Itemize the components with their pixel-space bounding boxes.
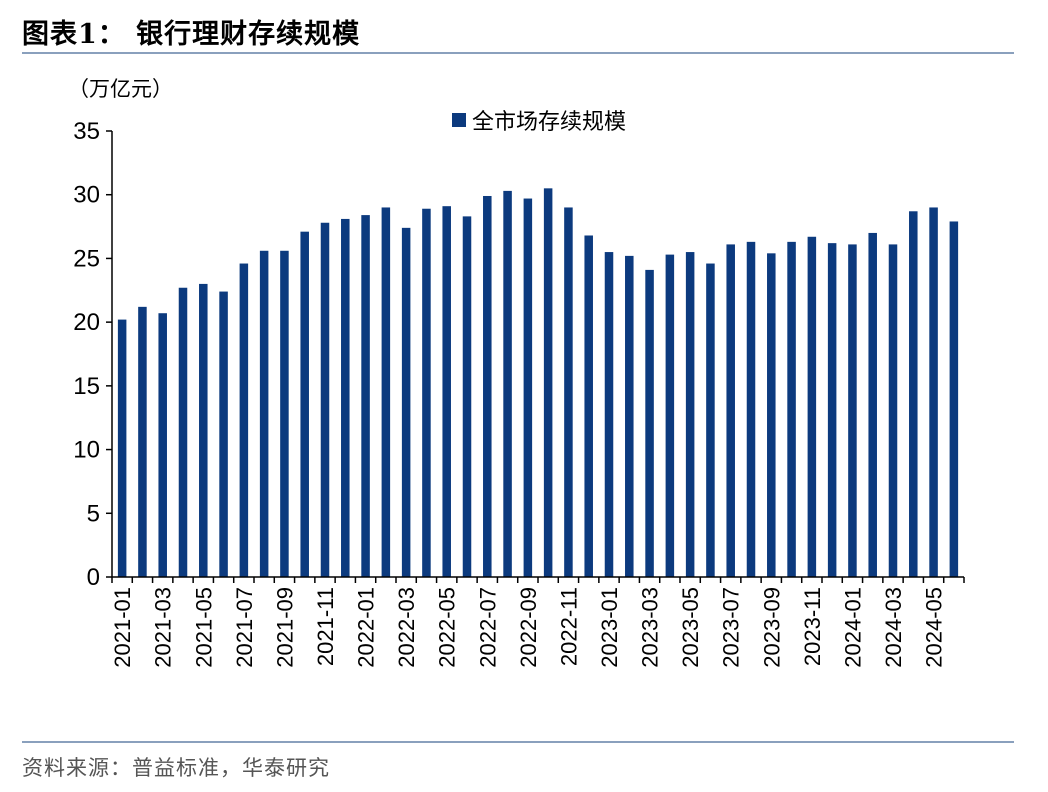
x-tick-label: 2024-03 [881, 587, 906, 668]
bar [401, 227, 411, 577]
x-tick-label: 2024-01 [840, 587, 865, 668]
bar [929, 207, 938, 577]
bar-chart: （万亿元） 全市场存续规模 0 5 10 15 20 25 30 35 2021-01 2021-… [68, 78, 965, 668]
bar [422, 208, 431, 578]
bar [584, 235, 593, 578]
bar [827, 243, 837, 577]
x-tick-label: 2022-05 [435, 587, 460, 668]
bar [868, 232, 877, 577]
x-tick-label: 2021-05 [191, 587, 216, 668]
x-tick-label: 2023-03 [638, 587, 663, 668]
bar [280, 250, 289, 577]
figure-title: 图表1： 银行理财存续规模 [22, 19, 361, 50]
bar [117, 319, 127, 577]
bar [239, 263, 249, 577]
bar [442, 206, 451, 577]
top-divider [22, 52, 1014, 54]
bar [199, 283, 208, 577]
legend-swatch [452, 113, 466, 127]
x-tick-label: 2023-01 [597, 587, 622, 668]
y-axis-unit-label: （万亿元） [68, 78, 173, 101]
x-tick-label: 2021-01 [110, 587, 135, 668]
bar [219, 291, 228, 577]
bar [503, 190, 512, 577]
x-tick-label: 2021-11 [313, 587, 338, 666]
bar [665, 254, 675, 578]
bar [158, 313, 167, 577]
y-tick-label: 30 [73, 182, 100, 209]
bar [746, 241, 756, 578]
bottom-divider [22, 741, 1014, 743]
x-tick-label: 2023-05 [678, 587, 703, 668]
x-tick-label: 2021-09 [272, 587, 297, 668]
y-tick-label: 15 [73, 373, 100, 400]
x-tick-label: 2024-05 [922, 587, 947, 668]
axes: 0 5 10 15 20 25 30 35 2021-01 2021-03 2021-05 2021-… [73, 118, 965, 668]
source-note: 资料来源：普益标准，华泰研究 [22, 756, 330, 780]
bar [604, 252, 614, 577]
bar [807, 236, 817, 577]
bar [381, 207, 391, 577]
bar [483, 195, 492, 578]
x-tick-label: 2022-03 [394, 587, 419, 668]
bar [706, 263, 715, 577]
y-tick-label: 10 [73, 437, 100, 464]
bar [787, 241, 796, 578]
bar [625, 255, 634, 577]
y-tick-label: 20 [73, 309, 100, 336]
x-tick-label: 2023-07 [719, 587, 744, 668]
bar [138, 306, 147, 577]
bar-series [117, 188, 959, 578]
x-tick-label: 2022-01 [354, 587, 379, 668]
x-tick-label: 2023-11 [800, 587, 825, 666]
bar [259, 250, 269, 577]
x-tick-label: 2021-03 [151, 587, 176, 668]
bar [848, 244, 857, 577]
bar [949, 221, 959, 577]
bar [300, 231, 309, 578]
x-tick-label: 2022-07 [475, 587, 500, 668]
bar [523, 198, 533, 578]
y-tick-label: 25 [73, 245, 100, 272]
bar [178, 287, 188, 577]
x-tick-label: 2022-11 [556, 587, 581, 666]
bar [341, 218, 350, 577]
bar [543, 188, 553, 577]
bar [645, 269, 654, 577]
y-tick-label: 35 [73, 118, 100, 145]
bar [888, 244, 898, 577]
x-tick-label: 2021-07 [232, 587, 257, 668]
x-tick-label: 2023-09 [759, 587, 784, 668]
y-tick-label: 0 [87, 564, 100, 591]
legend-label: 全市场存续规模 [472, 109, 626, 134]
bar [361, 215, 370, 577]
y-tick-label: 5 [87, 500, 100, 527]
bar [320, 222, 330, 577]
bar [462, 216, 472, 577]
bar [564, 207, 573, 577]
bar [685, 252, 695, 577]
bar [909, 211, 918, 577]
bar [726, 244, 735, 577]
x-tick-label: 2022-09 [516, 587, 541, 668]
bar [767, 253, 776, 577]
